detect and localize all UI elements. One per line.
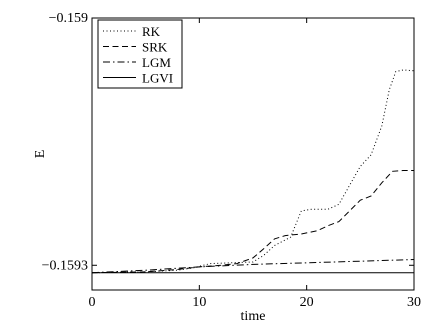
y-axis-label: E [33,150,48,159]
x-tick-label: 20 [300,295,314,310]
y-tick-label: −0.159 [49,11,88,26]
legend-label-lgm: LGM [142,55,171,70]
axis-ticks: 0 10 20 30 −0.159 −0.1593 [42,11,421,310]
series-line-srk [91,170,414,274]
series-layer [91,69,415,274]
legend-label-rk: RK [142,24,161,39]
x-tick-label: 0 [89,295,96,310]
series-line-lgm [91,259,415,274]
x-tick-label: 10 [192,295,206,310]
legend-label-lgvi: LGVI [142,71,173,86]
x-axis-label: time [241,309,266,324]
legend-box [97,19,183,89]
x-tick-label: 30 [407,295,421,310]
legend-label-srk: SRK [142,40,168,55]
y-tick-label: −0.1593 [42,258,88,273]
